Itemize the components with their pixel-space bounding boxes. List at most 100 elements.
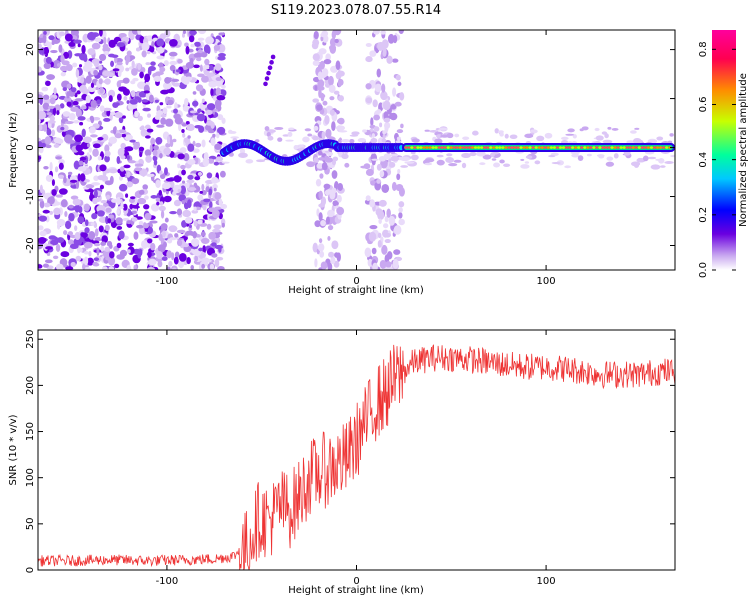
spectrogram-blob	[39, 200, 45, 209]
spectrogram-blob	[376, 163, 382, 171]
spectrogram-blob	[58, 44, 63, 53]
spectrogram-blob	[77, 173, 81, 182]
spectrogram-blob	[334, 216, 339, 223]
spectrogram-blob	[116, 225, 123, 230]
spectrogram-blob	[377, 232, 382, 239]
spectrogram-blob	[78, 150, 85, 156]
spectrogram-blob	[143, 204, 150, 210]
spectrogram-blob	[579, 128, 584, 132]
spectrogram-blob	[41, 86, 49, 92]
spectrogram-blob	[192, 91, 197, 95]
spectrogram-blob	[110, 60, 115, 67]
spectrogram-blob	[75, 68, 80, 78]
spectrogram-blob	[595, 135, 604, 141]
spectrogram-blob	[369, 225, 378, 230]
spectrogram-blob	[137, 81, 146, 90]
spectrogram-blob	[174, 116, 183, 125]
spectrogram-blob	[640, 146, 644, 149]
spectrogram-blob	[129, 198, 136, 204]
spectrogram-blob	[83, 203, 90, 212]
spectrogram-blob	[58, 31, 66, 37]
spectrogram-blob	[325, 216, 330, 225]
spectrogram-blob	[333, 260, 340, 268]
spectrogram-blob	[45, 56, 52, 64]
spectrogram-blob	[422, 146, 426, 149]
spectrogram-blob	[134, 96, 140, 100]
spectrogram-blob	[201, 75, 209, 83]
spectrogram-blob	[336, 207, 341, 214]
spectrogram-blob	[431, 146, 435, 149]
spectrogram-blob	[39, 97, 43, 105]
x-tick-label: -100	[156, 576, 179, 587]
spectrogram-blob	[159, 102, 164, 106]
spectrogram-blob	[398, 218, 405, 226]
spectrogram-blob	[105, 194, 111, 200]
spectrogram-blob	[93, 175, 99, 181]
spectrogram-blob	[74, 225, 78, 231]
spectrogram-blob	[476, 146, 481, 149]
spectrogram-blob	[70, 234, 76, 239]
spectrogram-blob	[201, 183, 205, 191]
spectrogram-blob	[215, 87, 222, 97]
spectrogram-blob	[125, 193, 129, 198]
spectrogram-blob	[376, 109, 382, 114]
spectrogram-blob	[169, 60, 178, 66]
spectrogram-blob	[63, 176, 67, 184]
spectrogram-blob	[267, 135, 274, 141]
spectrogram-blob	[58, 188, 68, 195]
spectrogram-blob	[174, 102, 178, 110]
spectrogram-blob	[91, 58, 101, 65]
y-tick-label: -20	[25, 237, 36, 253]
spectrogram-blob	[267, 65, 273, 71]
spectrogram-blob	[44, 136, 52, 145]
spectrogram-blob	[63, 51, 70, 59]
spectrogram-blob	[198, 247, 204, 252]
spectrogram-blob	[82, 136, 92, 144]
spectrogram-blob	[245, 159, 254, 164]
spectrogram-blob	[452, 146, 456, 149]
spectrogram-blob	[55, 243, 61, 252]
spectrogram-blob	[44, 259, 53, 264]
spectrogram-blob	[122, 217, 130, 222]
spectrogram-blob	[160, 114, 167, 118]
spectrogram-blob	[96, 247, 100, 256]
spectrogram-blob	[211, 176, 219, 184]
spectrogram-blob	[173, 256, 179, 265]
spectrogram-blob	[655, 158, 664, 162]
spectrogram-blob	[238, 152, 248, 158]
spectrogram-blob	[47, 120, 56, 124]
spectrogram-blob	[81, 44, 86, 54]
spectrogram-blob	[392, 87, 397, 97]
spectrogram-blob	[65, 266, 74, 270]
spectrogram-blob	[336, 194, 342, 203]
spectrogram-blob	[371, 247, 377, 255]
spectrogram-blob	[133, 144, 139, 150]
spectrogram-blob	[634, 146, 638, 149]
spectrogram-blob	[613, 153, 619, 159]
spectrogram-blob	[160, 117, 167, 125]
spectrogram-blob	[46, 112, 52, 116]
spectrogram-blob	[583, 146, 587, 149]
spectrogram-blob	[461, 152, 471, 159]
spectrogram-blob	[338, 137, 343, 144]
spectrogram-blob	[454, 133, 460, 138]
spectrogram-blob	[163, 147, 172, 156]
spectrogram-blob	[217, 126, 226, 135]
spectrogram-blob	[386, 208, 391, 218]
spectrogram-blob	[159, 66, 166, 73]
spectrogram-blob	[212, 228, 221, 233]
y-tick-label: 20	[25, 43, 36, 56]
spectrogram-blob	[650, 164, 661, 170]
spectrogram-blob	[263, 81, 268, 87]
spectrogram-blob	[221, 161, 230, 164]
spectrogram-blob	[185, 76, 193, 81]
spectrogram-marks	[38, 30, 675, 270]
spectrogram-blob	[70, 195, 79, 200]
spectrogram-blob	[188, 224, 192, 228]
spectrogram-blob	[552, 146, 557, 149]
spectrogram-blob	[92, 117, 101, 121]
spectrogram-blob	[117, 206, 125, 210]
spectrogram-blob	[150, 195, 158, 199]
spectrogram-blob	[137, 250, 142, 259]
